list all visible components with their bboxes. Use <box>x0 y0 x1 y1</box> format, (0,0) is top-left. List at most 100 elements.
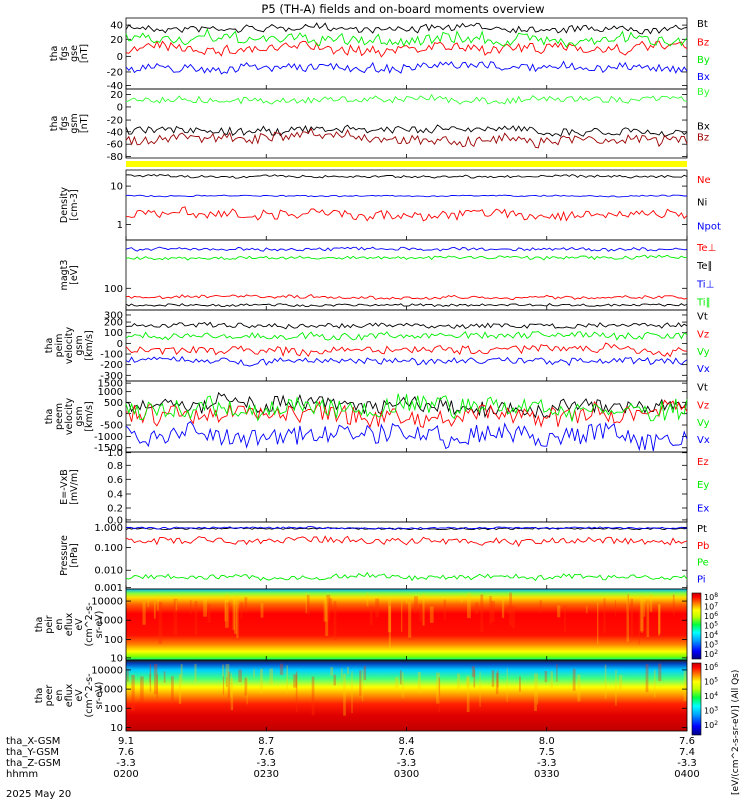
peir-spectrogram-streak <box>597 602 599 645</box>
peer-spectrogram-streak <box>351 671 353 714</box>
peer-spectrogram-streak <box>286 665 288 693</box>
fgs-gsm-ylabel-line: tha <box>49 116 60 132</box>
peir-spectrogram-streak <box>225 602 230 622</box>
peir-spectrogram-streak <box>539 600 542 613</box>
colorbar-top <box>691 592 702 660</box>
peer-spectrogram-ytick-label: 10000 <box>91 665 123 676</box>
peer-spectrogram-streak <box>395 677 399 689</box>
legend-peem-velocity-Vz: Vz <box>697 400 709 411</box>
series-line-peim-velocity-Vz <box>125 342 688 358</box>
peer-spectrogram-streak <box>180 664 183 683</box>
peir-spectrogram-streak <box>511 605 516 629</box>
peer-spectrogram-streak <box>149 664 152 692</box>
peir-spectrogram-streak <box>489 596 492 625</box>
density-ylabel-line: [cm-3] <box>69 189 80 220</box>
peem-velocity-ylabel-line: [km/s] <box>84 401 95 431</box>
peer-spectrogram-streak <box>496 670 499 688</box>
series-line-peem-velocity-Vx <box>125 420 688 452</box>
peir-spectrogram-ylabel-line: tha <box>34 617 45 633</box>
peir-spectrogram-streak <box>672 594 675 616</box>
fgs-gse-ytick-label: 0 <box>117 52 123 63</box>
peir-spectrogram-ylabel-line: (cm^2-s- <box>84 603 95 647</box>
pressure-ylabel-line: Pressure <box>59 535 70 576</box>
peer-spectrogram-streak <box>473 669 476 688</box>
peir-spectrogram-streak <box>408 601 412 638</box>
peir-spectrogram-streak <box>401 600 403 632</box>
peir-spectrogram-streak <box>190 600 192 615</box>
peer-spectrogram-streak <box>401 672 404 698</box>
time-axis-value: 8.0 <box>539 736 555 747</box>
peir-spectrogram-streak <box>614 600 616 617</box>
peer-spectrogram-ylabel-line: eV <box>74 689 85 702</box>
series-line-fgs-gsm-Bx <box>125 124 688 138</box>
series-line-temperature-Te⊥ <box>125 294 688 301</box>
peir-spectrogram-streak <box>157 595 159 611</box>
peer-spectrogram-streak <box>279 663 284 675</box>
peer-spectrogram-streak <box>226 676 228 687</box>
pressure-ytick-label: 0.100 <box>94 543 123 554</box>
fgs-gsm-ytick-label: -40 <box>107 127 123 138</box>
time-axis-row-label: tha_Z-GSM <box>6 758 61 769</box>
peer-spectrogram-streak <box>604 664 607 699</box>
series-line-fgs-gse-Bt <box>125 22 688 35</box>
peir-spectrogram-streak <box>233 595 235 605</box>
time-axis-value: -3.3 <box>397 758 417 769</box>
peir-spectrogram-streak <box>207 604 211 623</box>
peim-velocity-ylabel-line: velocity <box>64 327 75 365</box>
peim-velocity-ylabel-line: gsm <box>74 335 85 355</box>
peir-spectrogram-streak <box>240 602 243 619</box>
peer-spectrogram-streak <box>230 672 232 698</box>
peer-spectrogram-streak <box>577 674 581 702</box>
colorbar-tick-label: 108 <box>704 592 718 602</box>
peer-spectrogram-streak <box>556 664 558 682</box>
time-axis-value: 0400 <box>674 769 699 780</box>
peer-spectrogram-streak <box>311 676 315 716</box>
pressure-ylabel-line: [nPa] <box>69 543 80 568</box>
colorbar-tick-label: 102 <box>704 649 718 659</box>
efield-frame <box>125 451 688 523</box>
peim-velocity-ylabel-line: [km/s] <box>84 330 95 360</box>
fgs-gse-ylabel-line: fgs <box>59 46 70 60</box>
series-line-fgs-gse-Bx <box>125 60 688 75</box>
peer-spectrogram-streak <box>537 673 539 705</box>
peir-spectrogram-streak <box>429 606 434 623</box>
peir-spectrogram-streak <box>480 594 484 633</box>
efield-ylabel-line: [mV/m] <box>69 469 80 505</box>
peir-spectrogram-streak <box>643 597 646 617</box>
peir-spectrogram-streak <box>388 605 391 649</box>
peer-spectrogram-streak <box>506 668 508 702</box>
series-line-pressure-Pb <box>125 535 688 547</box>
peir-spectrogram-streak <box>329 598 333 610</box>
peer-spectrogram-streak <box>457 673 460 690</box>
peem-velocity-frame <box>125 380 688 453</box>
peer-spectrogram-streak <box>550 671 553 689</box>
peer-spectrogram-streak <box>479 671 481 707</box>
pressure-ytick-label: 0.001 <box>94 583 123 594</box>
peir-spectrogram-streak <box>236 595 239 638</box>
peem-velocity-ylabel-line: velocity <box>64 398 75 436</box>
peir-spectrogram-streak <box>641 594 643 634</box>
peir-spectrogram-streak <box>325 599 329 636</box>
legend-fgs-gse-Bt: Bt <box>697 19 708 30</box>
legend-density-Ni: Ni <box>697 198 707 209</box>
peer-spectrogram-streak <box>363 665 367 681</box>
legend-efield-Ex: Ex <box>697 503 709 514</box>
peem-velocity-ytick-label: -1500 <box>94 443 123 454</box>
time-axis-value: 0300 <box>394 769 419 780</box>
time-axis-row-label: hhmm <box>6 769 38 780</box>
peem-velocity-ytick-label: 1500 <box>98 379 123 390</box>
peer-spectrogram-streak <box>534 673 537 711</box>
peer-spectrogram-streak <box>295 671 298 713</box>
peer-spectrogram-ytick-label: 100 <box>104 704 123 715</box>
peir-spectrogram-streak <box>323 597 328 622</box>
peim-velocity-ytick-label: 100 <box>104 328 123 339</box>
peem-velocity-ylabel-line: tha <box>44 409 55 425</box>
time-axis-value: 0200 <box>113 769 138 780</box>
peir-spectrogram-streak <box>603 598 606 633</box>
temperature-ylabel-line: magt3 <box>59 260 70 291</box>
peer-spectrogram-streak <box>225 664 230 687</box>
peer-spectrogram-streak <box>246 676 248 705</box>
